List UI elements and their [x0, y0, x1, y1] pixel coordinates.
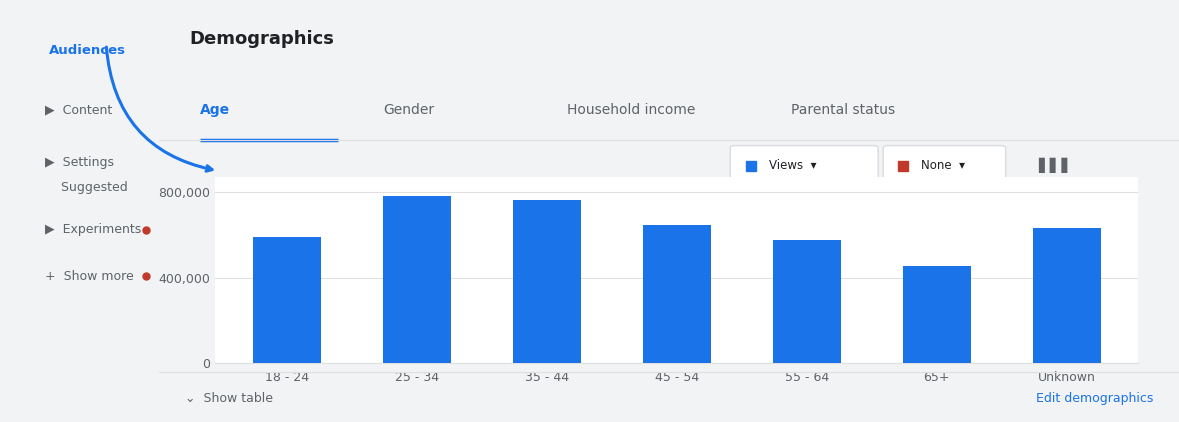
FancyBboxPatch shape	[730, 146, 878, 188]
Bar	[253, 237, 321, 363]
FancyBboxPatch shape	[883, 146, 1006, 188]
Bar	[513, 200, 580, 363]
Text: Age: Age	[200, 103, 230, 117]
Text: ▐▐▐: ▐▐▐	[1032, 158, 1067, 173]
Text: ▶  Settings: ▶ Settings	[45, 156, 113, 169]
Text: Suggested: Suggested	[45, 181, 127, 194]
Bar	[773, 240, 841, 363]
Text: ⌄  Show table: ⌄ Show table	[185, 392, 272, 405]
Text: ▶  Content: ▶ Content	[45, 103, 112, 116]
Bar	[383, 197, 450, 363]
Text: Chart type: Chart type	[1022, 187, 1078, 197]
Bar	[643, 225, 711, 363]
Bar	[903, 266, 970, 363]
Text: Audiences: Audiences	[50, 44, 126, 57]
Text: Views  ▾: Views ▾	[769, 160, 817, 172]
Text: Edit demographics: Edit demographics	[1036, 392, 1153, 405]
Text: None  ▾: None ▾	[921, 160, 964, 172]
Text: ▶  Experiments: ▶ Experiments	[45, 224, 140, 236]
Text: Gender: Gender	[383, 103, 435, 117]
Text: Demographics: Demographics	[190, 30, 335, 48]
Text: Household income: Household income	[567, 103, 696, 117]
Text: Parental status: Parental status	[791, 103, 896, 117]
Text: +  Show more: + Show more	[45, 270, 133, 283]
Bar	[1033, 228, 1100, 363]
